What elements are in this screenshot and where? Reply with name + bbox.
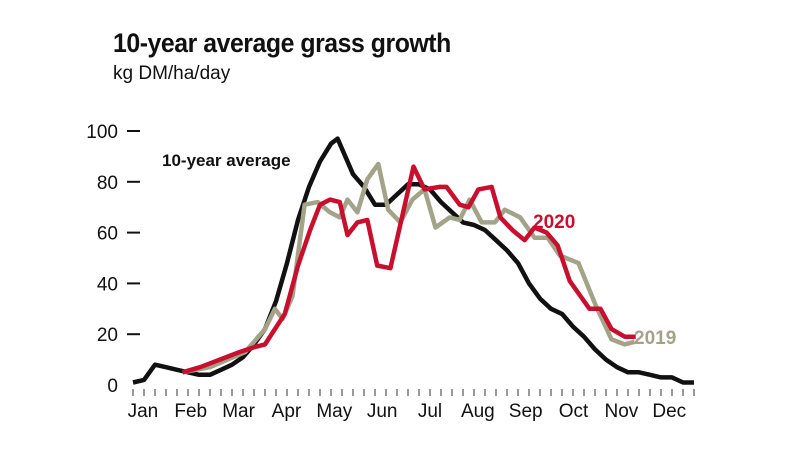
x-tick-label: Apr <box>272 401 302 422</box>
label-2020: 2020 <box>533 212 575 233</box>
x-tick-label: May <box>316 401 352 422</box>
series-line-10-year-average <box>132 136 694 385</box>
x-tick-label: Aug <box>461 401 495 422</box>
x-tick-label: Jul <box>418 401 442 422</box>
x-tick-label: Sep <box>509 401 543 422</box>
x-axis: Jan Feb Mar Apr May Jun Jul Aug Sep Oct Nov Dec <box>128 389 695 422</box>
y-axis: 0 20 40 60 80 100 <box>86 122 140 397</box>
label-2019: 2019 <box>634 328 676 349</box>
x-tick-label: Dec <box>652 401 686 422</box>
y-tick-label: 0 <box>107 376 118 397</box>
x-tick-label: Jun <box>367 401 398 422</box>
chart-title: 10-year average grass growth <box>113 28 451 58</box>
label-10-year-average: 10-year average <box>162 151 291 170</box>
x-tick-label: Jan <box>128 401 159 422</box>
y-tick-label: 40 <box>97 274 118 295</box>
y-tick-label: 80 <box>97 173 118 194</box>
series-lines <box>132 136 694 385</box>
y-tick-label: 20 <box>97 325 118 346</box>
x-tick-label: Feb <box>174 401 207 422</box>
x-tick-label: Mar <box>222 401 255 422</box>
x-tick-label: Nov <box>605 401 639 422</box>
y-tick-label: 60 <box>97 224 118 245</box>
series-line-2020 <box>181 164 636 375</box>
chart-subtitle: kg DM/ha/day <box>113 63 231 84</box>
y-tick-label: 100 <box>86 122 118 143</box>
x-tick-label: Oct <box>559 401 589 422</box>
